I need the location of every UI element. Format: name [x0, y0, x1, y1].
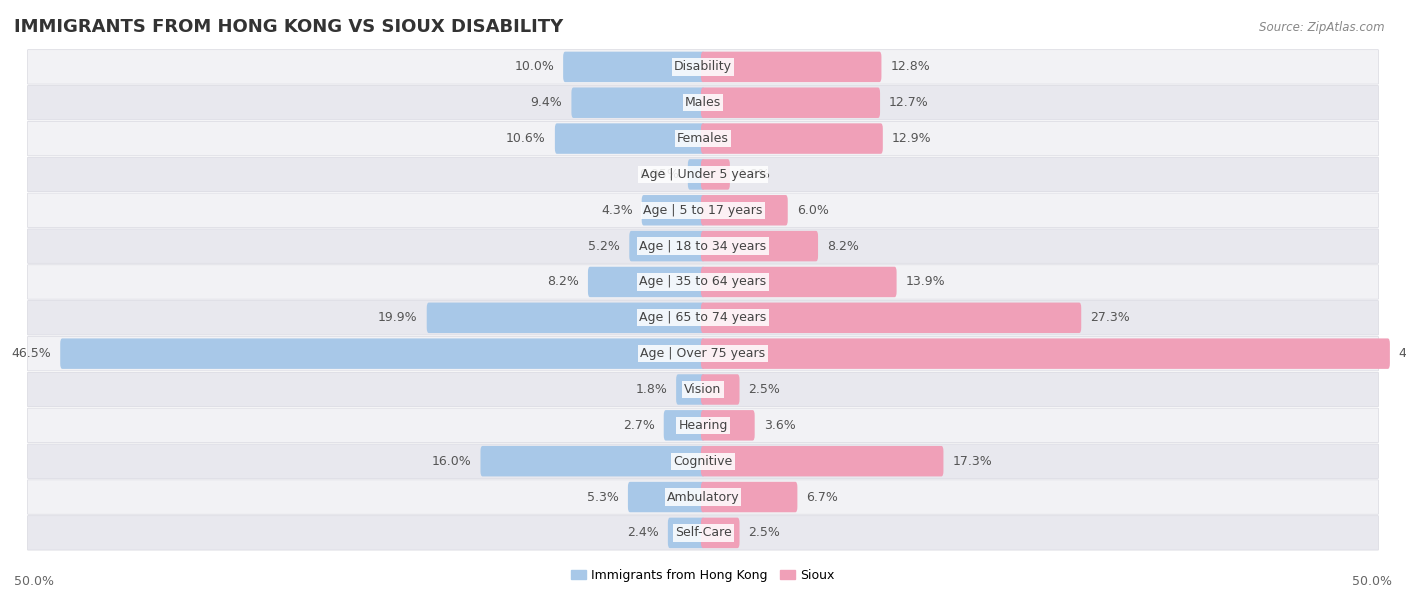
- Text: 50.0%: 50.0%: [14, 575, 53, 588]
- Text: 6.0%: 6.0%: [797, 204, 828, 217]
- Text: 2.5%: 2.5%: [748, 383, 780, 396]
- Text: 27.3%: 27.3%: [1090, 312, 1130, 324]
- Text: 1.8%: 1.8%: [738, 168, 770, 181]
- Text: Hearing: Hearing: [678, 419, 728, 432]
- FancyBboxPatch shape: [571, 88, 704, 118]
- FancyBboxPatch shape: [28, 444, 1378, 479]
- FancyBboxPatch shape: [555, 124, 704, 154]
- Text: 8.2%: 8.2%: [827, 240, 859, 253]
- Text: 8.2%: 8.2%: [547, 275, 579, 288]
- FancyBboxPatch shape: [588, 267, 704, 297]
- Text: 4.3%: 4.3%: [600, 204, 633, 217]
- FancyBboxPatch shape: [702, 446, 943, 476]
- Text: Age | 35 to 64 years: Age | 35 to 64 years: [640, 275, 766, 288]
- Text: 6.7%: 6.7%: [807, 491, 838, 504]
- Text: Source: ZipAtlas.com: Source: ZipAtlas.com: [1260, 21, 1385, 34]
- FancyBboxPatch shape: [28, 50, 1378, 84]
- FancyBboxPatch shape: [28, 372, 1378, 407]
- Text: Age | 65 to 74 years: Age | 65 to 74 years: [640, 312, 766, 324]
- Text: 12.7%: 12.7%: [889, 96, 929, 109]
- Text: 46.5%: 46.5%: [11, 347, 51, 360]
- Text: Vision: Vision: [685, 383, 721, 396]
- FancyBboxPatch shape: [28, 300, 1378, 335]
- Legend: Immigrants from Hong Kong, Sioux: Immigrants from Hong Kong, Sioux: [567, 564, 839, 587]
- FancyBboxPatch shape: [28, 193, 1378, 228]
- Text: Ambulatory: Ambulatory: [666, 491, 740, 504]
- Text: Self-Care: Self-Care: [675, 526, 731, 539]
- FancyBboxPatch shape: [702, 51, 882, 82]
- Text: 50.0%: 50.0%: [1353, 575, 1392, 588]
- Text: 10.6%: 10.6%: [506, 132, 546, 145]
- Text: 12.8%: 12.8%: [890, 61, 931, 73]
- Text: IMMIGRANTS FROM HONG KONG VS SIOUX DISABILITY: IMMIGRANTS FROM HONG KONG VS SIOUX DISAB…: [14, 18, 564, 36]
- Text: Age | 5 to 17 years: Age | 5 to 17 years: [644, 204, 762, 217]
- Text: 2.5%: 2.5%: [748, 526, 780, 539]
- FancyBboxPatch shape: [664, 410, 704, 441]
- Text: 13.9%: 13.9%: [905, 275, 945, 288]
- Text: 5.3%: 5.3%: [588, 491, 619, 504]
- FancyBboxPatch shape: [28, 516, 1378, 550]
- FancyBboxPatch shape: [702, 338, 1391, 369]
- FancyBboxPatch shape: [702, 482, 797, 512]
- FancyBboxPatch shape: [702, 518, 740, 548]
- FancyBboxPatch shape: [28, 480, 1378, 514]
- FancyBboxPatch shape: [702, 302, 1081, 333]
- Text: Males: Males: [685, 96, 721, 109]
- FancyBboxPatch shape: [28, 337, 1378, 371]
- Text: Age | Under 5 years: Age | Under 5 years: [641, 168, 765, 181]
- FancyBboxPatch shape: [702, 375, 740, 405]
- Text: 16.0%: 16.0%: [432, 455, 471, 468]
- FancyBboxPatch shape: [28, 157, 1378, 192]
- Text: 9.4%: 9.4%: [530, 96, 562, 109]
- Text: Disability: Disability: [673, 61, 733, 73]
- FancyBboxPatch shape: [28, 408, 1378, 442]
- FancyBboxPatch shape: [641, 195, 704, 225]
- Text: 17.3%: 17.3%: [952, 455, 993, 468]
- Text: 0.95%: 0.95%: [638, 168, 679, 181]
- Text: Age | Over 75 years: Age | Over 75 years: [641, 347, 765, 360]
- FancyBboxPatch shape: [702, 159, 730, 190]
- FancyBboxPatch shape: [702, 88, 880, 118]
- FancyBboxPatch shape: [28, 121, 1378, 156]
- Text: 10.0%: 10.0%: [515, 61, 554, 73]
- FancyBboxPatch shape: [702, 195, 787, 225]
- FancyBboxPatch shape: [630, 231, 704, 261]
- FancyBboxPatch shape: [702, 267, 897, 297]
- FancyBboxPatch shape: [564, 51, 704, 82]
- FancyBboxPatch shape: [668, 518, 704, 548]
- FancyBboxPatch shape: [427, 302, 704, 333]
- FancyBboxPatch shape: [628, 482, 704, 512]
- FancyBboxPatch shape: [688, 159, 704, 190]
- FancyBboxPatch shape: [702, 124, 883, 154]
- FancyBboxPatch shape: [60, 338, 704, 369]
- FancyBboxPatch shape: [481, 446, 704, 476]
- FancyBboxPatch shape: [28, 229, 1378, 263]
- Text: 2.4%: 2.4%: [627, 526, 659, 539]
- Text: 49.7%: 49.7%: [1399, 347, 1406, 360]
- Text: 1.8%: 1.8%: [636, 383, 668, 396]
- FancyBboxPatch shape: [28, 265, 1378, 299]
- FancyBboxPatch shape: [702, 231, 818, 261]
- Text: 5.2%: 5.2%: [589, 240, 620, 253]
- Text: 12.9%: 12.9%: [891, 132, 931, 145]
- FancyBboxPatch shape: [28, 86, 1378, 120]
- Text: 2.7%: 2.7%: [623, 419, 655, 432]
- Text: Age | 18 to 34 years: Age | 18 to 34 years: [640, 240, 766, 253]
- Text: 19.9%: 19.9%: [378, 312, 418, 324]
- FancyBboxPatch shape: [676, 375, 704, 405]
- Text: Females: Females: [678, 132, 728, 145]
- Text: 3.6%: 3.6%: [763, 419, 796, 432]
- FancyBboxPatch shape: [702, 410, 755, 441]
- Text: Cognitive: Cognitive: [673, 455, 733, 468]
